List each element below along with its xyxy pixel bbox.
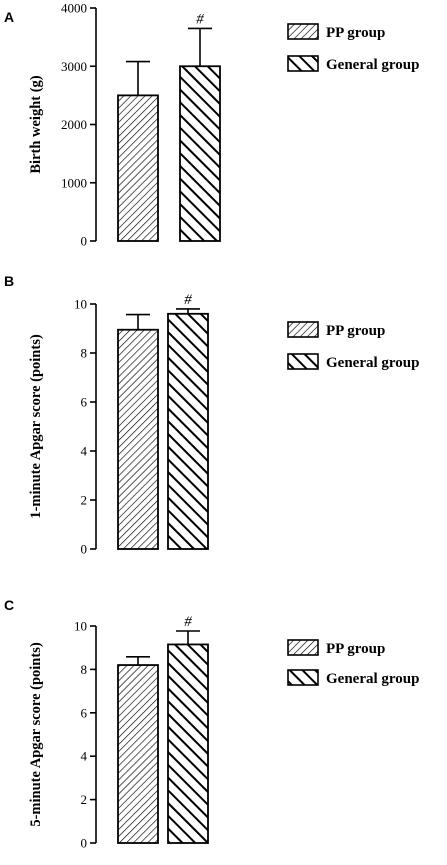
panel-c-tick-label-0: 0	[81, 836, 88, 851]
panel-c-tick-label-2: 4	[81, 749, 88, 764]
panel-c-bar-0	[117, 664, 159, 844]
panel-b-tick-label-5: 10	[74, 297, 87, 312]
panel-a-tick-label-4: 4000	[61, 1, 87, 16]
panel-a-legend-label-1: General group	[326, 57, 419, 73]
panel-b-tick-label-3: 6	[81, 395, 88, 410]
panel-b-legend-swatch-1	[287, 353, 319, 370]
panel-a-bar-1	[179, 65, 221, 242]
panel-b-tick-label-1: 2	[81, 493, 88, 508]
panel-b-y-axis-label: 1-minute Apgar score (points)	[28, 334, 44, 519]
panel-b-tick-label-2: 4	[81, 444, 88, 459]
panel-c-legend-label-0: PP group	[326, 641, 385, 657]
panel-c-tick-label-3: 6	[81, 705, 88, 720]
panel-a-legend-swatch-0	[287, 23, 319, 40]
panel-c-bar-1	[167, 643, 209, 844]
panel-a-significance-1: #	[196, 11, 204, 27]
panel-c-tick-label-5: 10	[74, 619, 87, 634]
panel-b-letter: B	[4, 273, 14, 289]
panel-c-tick-label-4: 8	[81, 662, 88, 677]
panel-c-significance-1: #	[184, 614, 192, 630]
panel-b-legend-swatch-0	[287, 321, 319, 338]
panel-a-bar-0	[117, 94, 159, 242]
panel-c-tick-label-1: 2	[81, 792, 88, 807]
panel-a-legend-label-0: PP group	[326, 25, 385, 41]
panel-b-bar-1	[167, 312, 209, 550]
panel-a-tick-label-1: 1000	[61, 175, 87, 190]
panel-b-legend-label-1: General group	[326, 355, 419, 371]
panel-c-legend-label-1: General group	[326, 671, 419, 687]
panel-a-tick-label-2: 2000	[61, 117, 87, 132]
panel-b-tick-label-4: 8	[81, 346, 88, 361]
panel-c-letter: C	[4, 597, 14, 613]
panel-a-legend-swatch-1	[287, 55, 319, 72]
panel-b-bar-0	[117, 328, 159, 550]
panel-a-tick-label-3: 3000	[61, 59, 87, 74]
panel-a-letter: A	[4, 9, 14, 25]
panel-a-y-axis-label: Birth weight (g)	[28, 75, 44, 173]
panel-a-tick-label-0: 0	[81, 234, 88, 249]
panel-c-legend-swatch-1	[287, 669, 319, 686]
panel-b-legend-label-0: PP group	[326, 323, 385, 339]
panel-b-tick-label-0: 0	[81, 542, 88, 557]
panel-c-y-axis-label: 5-minute Apgar score (points)	[28, 642, 44, 827]
panel-b-significance-1: #	[184, 292, 192, 308]
panel-c-legend-swatch-0	[287, 639, 319, 656]
